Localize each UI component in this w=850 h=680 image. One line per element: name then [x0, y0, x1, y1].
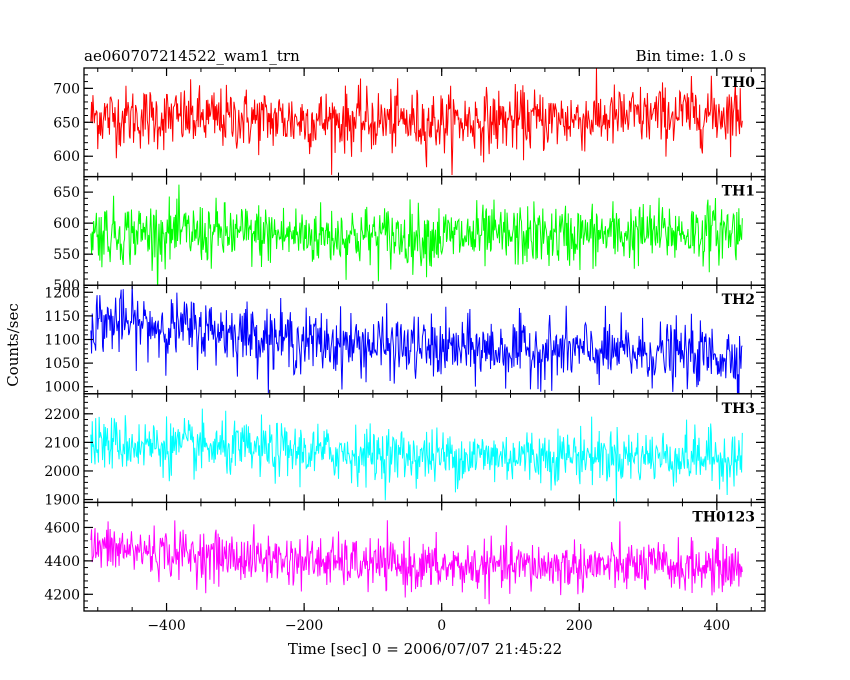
series-th2-line: [90, 285, 743, 394]
series-th0123-line: [90, 520, 743, 605]
y-axis-label: Counts/sec: [4, 303, 22, 387]
panel-th1: 500 550 600 650 TH1: [53, 175, 766, 294]
y-tick-label: 1150: [44, 309, 80, 325]
y-tick-label: 4600: [44, 520, 80, 536]
y-tick-label: 1200: [44, 285, 80, 301]
x-tick-label: 0: [437, 618, 446, 634]
panel-th0: 600 650 700 TH0: [53, 67, 766, 178]
y-tick-label: 1050: [44, 356, 80, 372]
chart-title: ae060707214522_wam1_trn: [84, 47, 300, 65]
y-tick-label: 600: [53, 216, 80, 232]
y-tick-label: 1000: [44, 380, 80, 396]
y-tick-label: 1900: [44, 493, 80, 509]
panel-name-label: TH2: [722, 292, 755, 308]
panel-name-label: TH3: [722, 401, 755, 417]
y-tick-label: 4200: [44, 587, 80, 603]
y-tick-label: 600: [53, 149, 80, 165]
series-th1-line: [90, 184, 743, 286]
x-axis-label: Time [sec] 0 = 2006/07/07 21:45:22: [288, 640, 562, 658]
series-th0-line: [90, 68, 743, 176]
panel-th2: 1000 1050 1100 1150 1200 TH2: [44, 284, 766, 396]
panel-frame: [83, 501, 766, 612]
y-tick-label: 2200: [44, 407, 80, 423]
panel-name-label: TH0: [722, 75, 756, 91]
panel-frame: [83, 284, 766, 395]
y-tick-label: 2100: [44, 435, 80, 451]
panel-name-label: TH1: [722, 184, 755, 200]
y-tick-label: 700: [53, 81, 80, 97]
y-tick-label: 650: [53, 185, 80, 201]
panel-th3: 1900 2000 2100 2200 TH3: [44, 393, 766, 509]
y-tick-label: 500: [53, 278, 80, 294]
y-tick-label: 650: [53, 115, 80, 131]
panel-name-label: TH0123: [692, 509, 755, 525]
x-tick-label: −200: [285, 618, 323, 634]
x-tick-label: 400: [703, 618, 730, 634]
panel-th0123: 4200 4400 4600 TH0123: [44, 501, 766, 612]
y-tick-label: 2000: [44, 464, 80, 480]
x-tick-label: −400: [147, 618, 185, 634]
series-th3-line: [90, 408, 743, 503]
y-tick-label: 4400: [44, 554, 80, 570]
y-tick-label: 1100: [44, 333, 80, 349]
bin-time-label: Bin time: 1.0 s: [636, 47, 746, 65]
x-tick-label: 200: [566, 618, 593, 634]
y-tick-label: 550: [53, 247, 80, 263]
